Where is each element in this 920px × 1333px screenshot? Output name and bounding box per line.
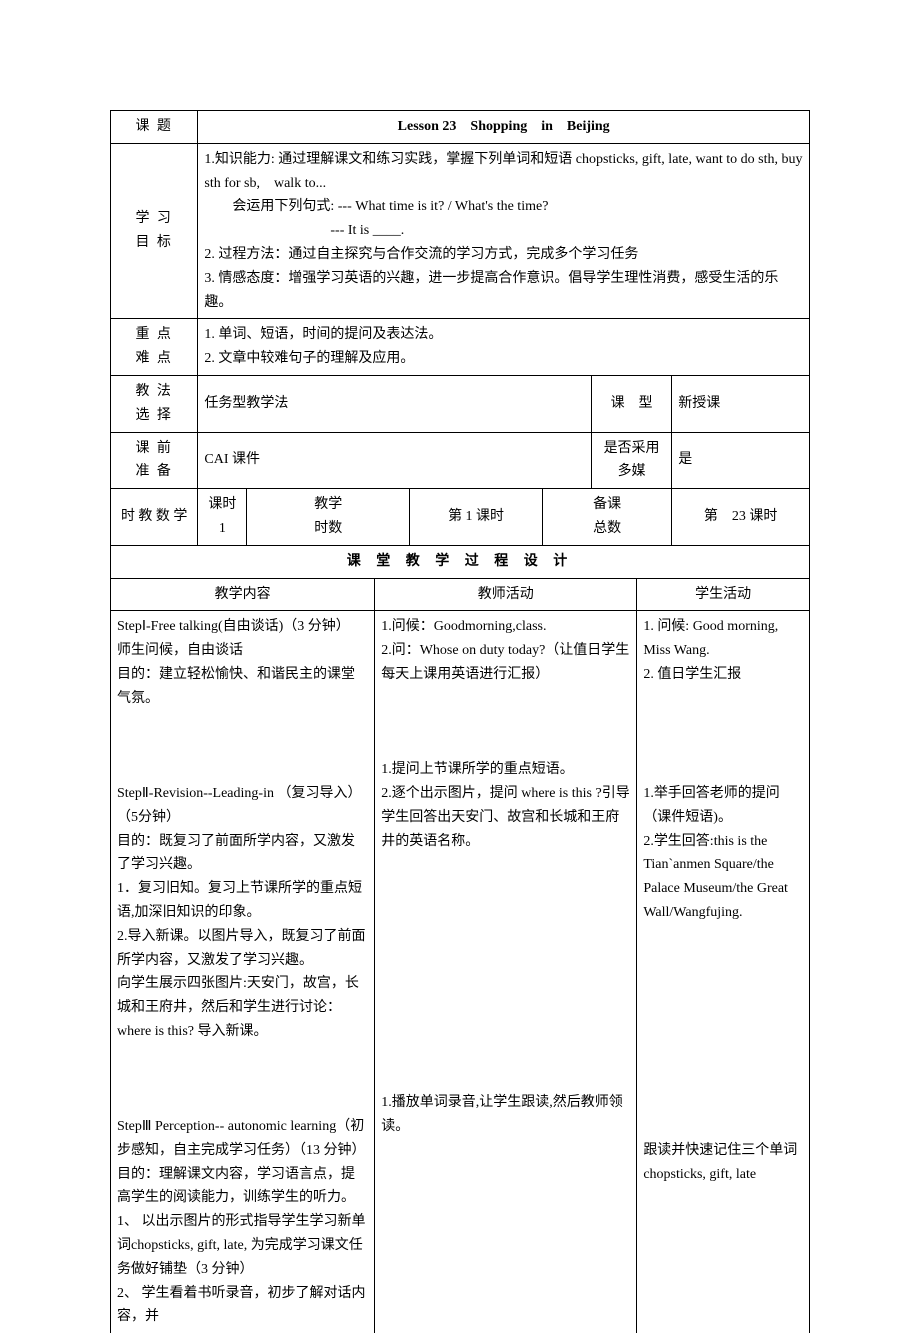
student-col-header: 学生活动 [637,578,810,611]
course-type-content: 新授课 [672,375,810,432]
teaching-hours-label: 教学 时数 [247,489,410,546]
topic-label: 课 题 [111,111,198,144]
class-hours-label: 课时1 [198,489,247,546]
lesson-plan-table: 课 题 Lesson 23 Shopping in Beijing 学 习 目 … [110,110,810,1333]
key-difficult-label: 重 点 难 点 [111,319,198,376]
teaching-method-content: 任务型教学法 [198,375,592,432]
multimedia-content: 是 [672,432,810,489]
teaching-method-label: 教 法 选 择 [111,375,198,432]
prep-total-label: 备课 总数 [542,489,671,546]
student-activity-body: 1. 问候: Good morning, Miss Wang. 2. 值日学生汇… [637,611,810,1333]
objectives-label: 学 习 目 标 [111,143,198,319]
objectives-content: 1.知识能力: 通过理解课文和练习实践，掌握下列单词和短语 chopsticks… [198,143,810,319]
which-period: 第 1 课时 [410,489,543,546]
teaching-content-body: StepⅠ-Free talking(自由谈话)（3 分钟） 师生问候，自由谈话… [111,611,375,1333]
course-type-label: 课 型 [591,375,671,432]
pre-class-content: CAI 课件 [198,432,592,489]
period-number: 第 23 课时 [672,489,810,546]
teacher-activity-body: 1.问候：Goodmorning,class. 2.问：Whose on dut… [375,611,637,1333]
multimedia-label: 是否采用多媒 [591,432,671,489]
time-teaching-label: 时 教 数 学 [111,489,198,546]
teacher-col-header: 教师活动 [375,578,637,611]
key-difficult-content: 1. 单词、短语，时间的提问及表达法。 2. 文章中较难句子的理解及应用。 [198,319,810,376]
pre-class-label: 课 前 准 备 [111,432,198,489]
process-design-header: 课 堂 教 学 过 程 设 计 [111,545,810,578]
lesson-title: Lesson 23 Shopping in Beijing [198,111,810,144]
content-col-header: 教学内容 [111,578,375,611]
